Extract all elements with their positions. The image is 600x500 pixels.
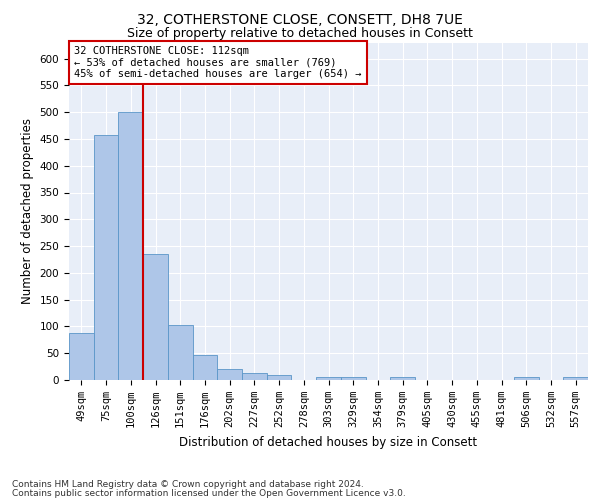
Bar [341,378,365,380]
Bar [563,378,588,380]
Bar [143,254,168,380]
Bar [390,378,415,380]
Bar [267,375,292,380]
Text: Size of property relative to detached houses in Consett: Size of property relative to detached ho… [127,28,473,40]
Text: Contains public sector information licensed under the Open Government Licence v3: Contains public sector information licen… [12,488,406,498]
Bar [193,355,217,380]
Text: Contains HM Land Registry data © Crown copyright and database right 2024.: Contains HM Land Registry data © Crown c… [12,480,364,489]
Bar [118,112,143,380]
Bar [94,135,118,380]
Y-axis label: Number of detached properties: Number of detached properties [21,118,34,304]
Bar [316,378,341,380]
Bar [242,373,267,380]
Bar [217,370,242,380]
Text: 32 COTHERSTONE CLOSE: 112sqm
← 53% of detached houses are smaller (769)
45% of s: 32 COTHERSTONE CLOSE: 112sqm ← 53% of de… [74,46,362,79]
Bar [69,333,94,380]
Bar [168,325,193,380]
Text: 32, COTHERSTONE CLOSE, CONSETT, DH8 7UE: 32, COTHERSTONE CLOSE, CONSETT, DH8 7UE [137,12,463,26]
X-axis label: Distribution of detached houses by size in Consett: Distribution of detached houses by size … [179,436,478,448]
Bar [514,378,539,380]
